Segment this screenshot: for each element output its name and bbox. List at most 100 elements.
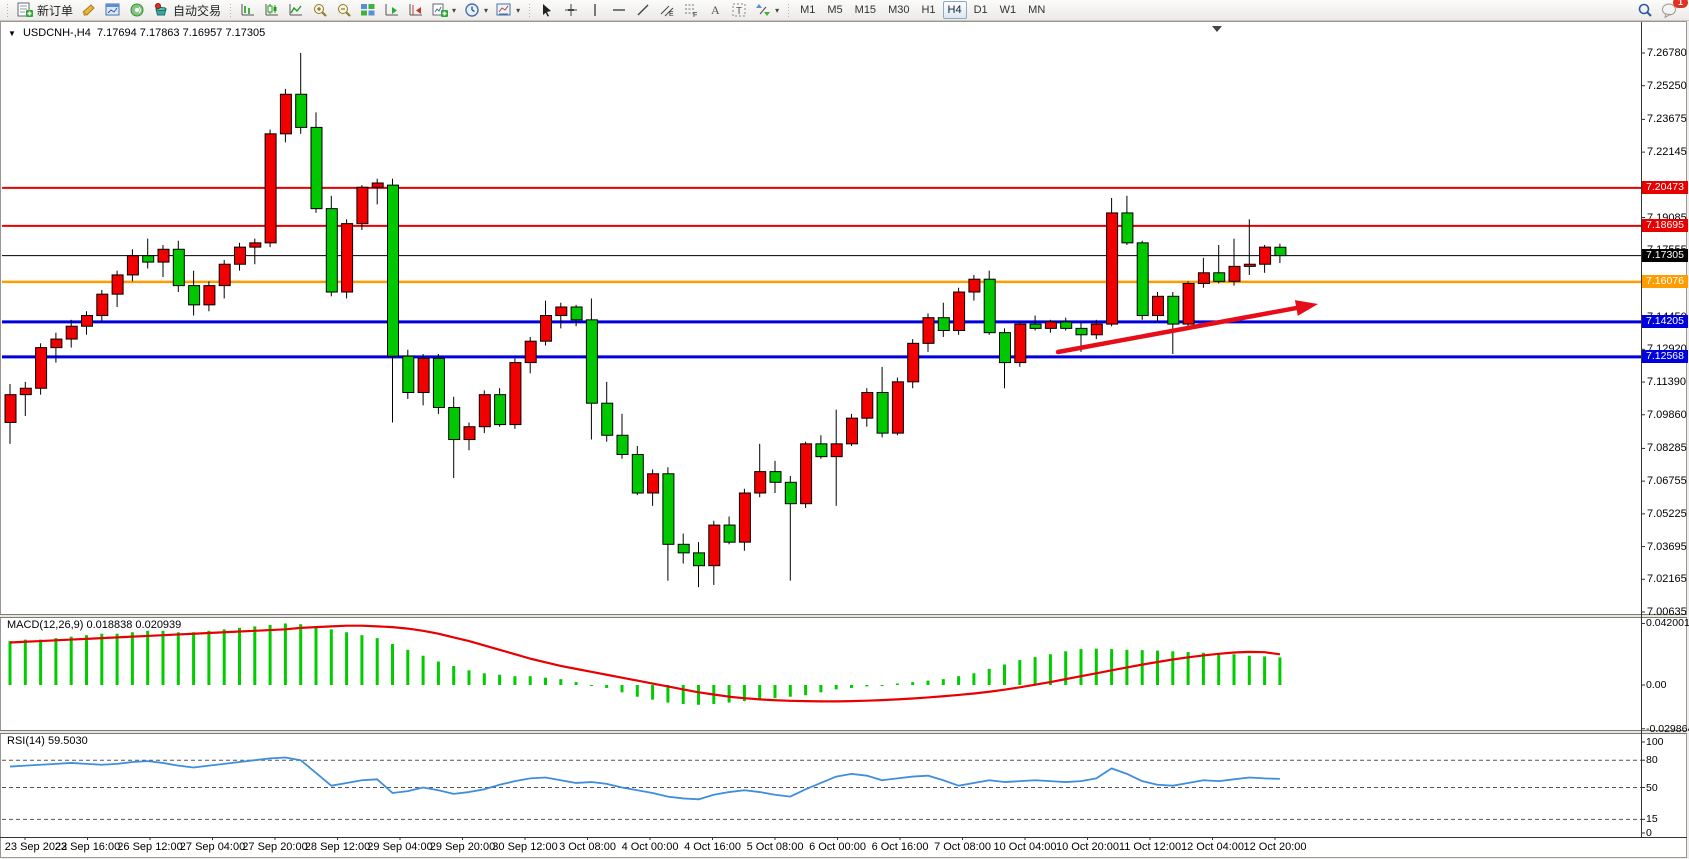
macd-histogram-bar	[850, 685, 853, 688]
macd-histogram-bar	[1110, 649, 1114, 685]
autotrading-icon	[153, 2, 170, 18]
hline-button[interactable]	[607, 0, 631, 20]
period-M1[interactable]: M1	[800, 4, 816, 16]
candle-body	[310, 126, 323, 210]
channel-button[interactable]: E	[655, 0, 679, 20]
candle-body	[279, 93, 292, 135]
candle-body	[876, 392, 889, 434]
new-chart-dropdown-icon	[432, 2, 449, 18]
trend-arrow[interactable]	[1055, 303, 1309, 355]
macd-histogram-bar	[528, 676, 532, 685]
line-chart-icon	[288, 2, 304, 18]
tile-windows-button[interactable]	[356, 0, 380, 20]
candle-body	[50, 338, 63, 349]
zoom-out-icon	[336, 2, 352, 18]
macd-histogram-bar	[238, 627, 241, 685]
macd-histogram-bar	[452, 665, 456, 685]
chart-window-button[interactable]	[101, 0, 125, 20]
candle-body	[907, 342, 920, 383]
zoom-in-button[interactable]	[308, 0, 332, 20]
trendline-icon	[635, 2, 651, 18]
signal-icon	[129, 2, 145, 18]
chart-canvas[interactable]	[0, 21, 1689, 859]
chart-shift-marker[interactable]	[1212, 26, 1222, 32]
fibonacci-button[interactable]: F	[679, 0, 703, 20]
period-dropdown-icon	[464, 2, 480, 18]
macd-histogram-bar	[926, 680, 930, 685]
macd-histogram-bar	[421, 655, 425, 685]
chat-button[interactable]: 1	[1657, 0, 1688, 20]
autotrading-button[interactable]: 自动交易	[149, 0, 225, 20]
candle-body	[1197, 272, 1210, 284]
macd-histogram-bar	[1186, 652, 1190, 685]
macd-histogram-bar	[375, 638, 379, 685]
candle-body	[922, 317, 935, 344]
candle-body	[1060, 321, 1073, 329]
macd-histogram-bar	[299, 624, 303, 685]
period-D1[interactable]: D1	[973, 4, 988, 16]
macd-histogram-bar	[559, 679, 563, 685]
candle-body	[218, 263, 231, 287]
macd-histogram-bar	[314, 626, 318, 685]
search-button[interactable]	[1633, 0, 1657, 20]
macd-histogram-bar	[544, 677, 547, 685]
label-button[interactable]: T	[727, 0, 751, 20]
chart-shift-button[interactable]	[404, 0, 428, 20]
candle-body	[1228, 265, 1241, 282]
candle-body	[172, 248, 185, 287]
new-chart-dropdown-button[interactable]: ▾	[428, 0, 460, 20]
candle-body	[387, 184, 399, 357]
vline-button[interactable]	[583, 0, 607, 20]
shapes-dropdown-button[interactable]: ▾	[751, 0, 783, 20]
candle-body	[1243, 263, 1256, 267]
crosshair-button[interactable]	[559, 0, 583, 20]
trendline-button[interactable]	[631, 0, 655, 20]
signal-button[interactable]	[125, 0, 149, 20]
period-H1[interactable]: H1	[921, 4, 936, 16]
bars-chart-button[interactable]	[236, 0, 260, 20]
cursor-button[interactable]	[535, 0, 559, 20]
candle-body	[647, 473, 660, 494]
macd-histogram-bar	[987, 668, 991, 685]
macd-histogram-bar	[345, 632, 349, 685]
macd-histogram-bar	[819, 685, 823, 693]
macd-histogram-bar	[100, 633, 104, 685]
candle-body	[417, 357, 430, 394]
period-M5[interactable]: M5	[827, 4, 843, 16]
new-order-button[interactable]: 新订单	[13, 0, 77, 20]
candle-body	[126, 255, 139, 276]
pane-separator[interactable]	[0, 614, 1687, 618]
candle-body	[830, 443, 843, 458]
macd-histogram-bar	[651, 685, 655, 700]
candle-body	[1090, 323, 1103, 336]
macd-histogram-bar	[176, 632, 180, 685]
zoom-out-button[interactable]	[332, 0, 356, 20]
auto-scroll-button[interactable]	[380, 0, 404, 20]
zoom-in-icon	[312, 2, 328, 18]
period-MN[interactable]: MN	[1028, 4, 1046, 16]
main-toolbar: 新订单 自动交易 ▾ ▾ ▾ E F A T ▾ M1 M5 M15 M30 H1 H4 D1 W1 MN 1	[0, 0, 1689, 21]
period-M15[interactable]: M15	[854, 4, 877, 16]
candles-chart-button[interactable]	[260, 0, 284, 20]
macd-histogram-bar	[972, 673, 976, 685]
macd-histogram-bar	[268, 624, 272, 685]
pane-separator[interactable]	[0, 730, 1687, 734]
megaphone-button[interactable]	[77, 0, 101, 20]
period-M30[interactable]: M30	[888, 4, 910, 16]
text-button[interactable]: A	[703, 0, 727, 20]
macd-histogram-bar	[406, 649, 410, 685]
macd-histogram-bar	[1018, 660, 1022, 685]
period-dropdown-button[interactable]: ▾	[460, 0, 492, 20]
candle-body	[891, 381, 904, 434]
macd-histogram-bar	[69, 636, 73, 685]
macd-histogram-bar	[436, 661, 440, 685]
line-chart-button[interactable]	[284, 0, 308, 20]
candle-body	[463, 426, 476, 441]
candle-body	[1014, 323, 1027, 364]
period-W1[interactable]: W1	[999, 4, 1017, 16]
candle-body	[784, 481, 797, 505]
template-dropdown-button[interactable]: ▾	[492, 0, 524, 20]
period-H4[interactable]: H4	[942, 1, 967, 19]
toolbar-grip	[527, 2, 533, 18]
